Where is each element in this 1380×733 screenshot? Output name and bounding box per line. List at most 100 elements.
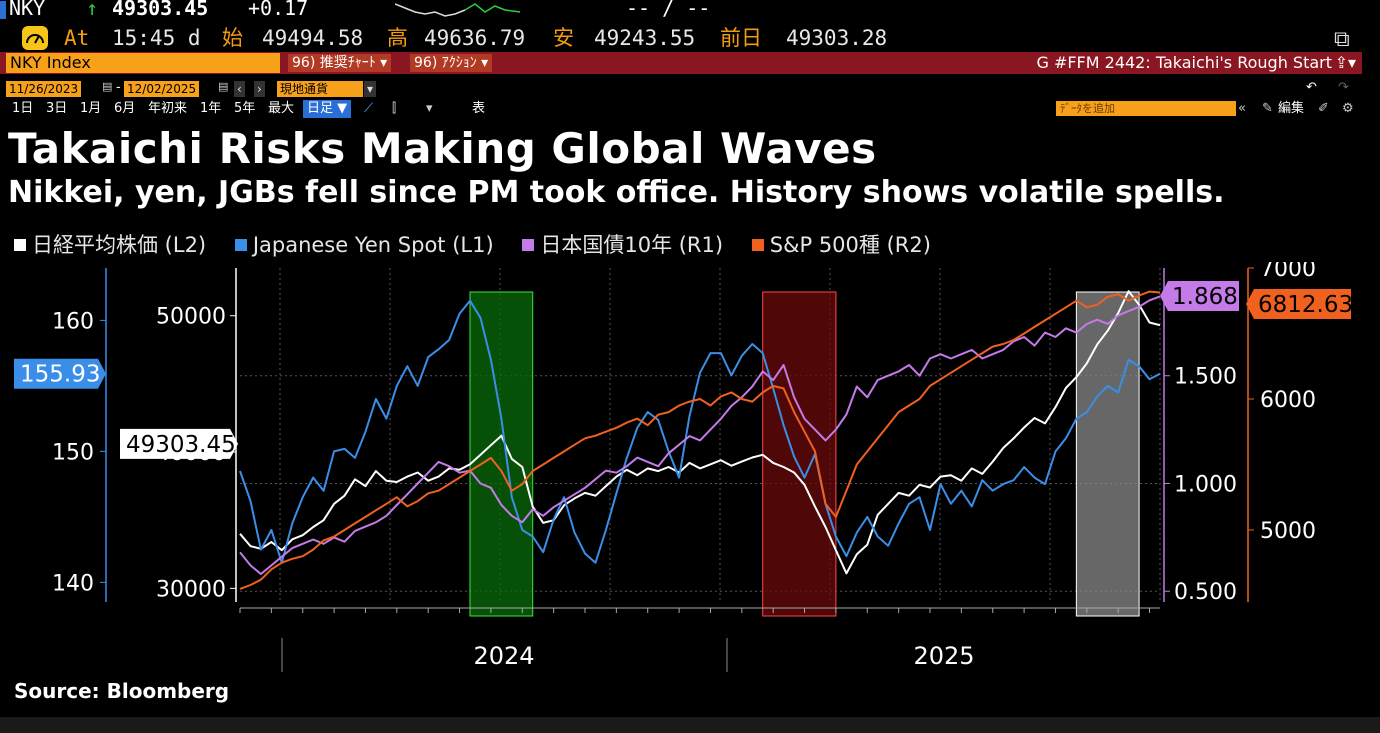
tick-label-L1: 140 (52, 571, 94, 596)
tick-label-R2: 6000 (1260, 388, 1316, 413)
high-label: 高 (387, 26, 408, 50)
last-value-flag-jgb-text: 1.868 (1172, 284, 1238, 310)
range-5y[interactable]: 5年 (234, 101, 256, 116)
at-label: At (64, 26, 90, 50)
last-value-flag-sp500-text: 6812.63 (1258, 292, 1353, 318)
undo-icon[interactable]: ↶ (1306, 80, 1317, 95)
legend: 日経平均株価 (L2) Japanese Yen Spot (L1) 日本国債1… (14, 231, 953, 259)
series-line-R2 (239, 290, 1161, 590)
highlight-box-green (469, 291, 534, 617)
edit-button[interactable]: 編集 (1278, 101, 1305, 116)
last-value-flag-yen-bg (14, 358, 106, 389)
series-line-R1 (239, 295, 1161, 575)
tick-label-R1: 1.500 (1174, 365, 1237, 390)
redo-icon[interactable]: ↷ (1338, 80, 1349, 95)
prev-period-button[interactable]: ‹ (234, 81, 245, 97)
chart-area[interactable]: 1401501603000040000500000.5001.0001.5005… (0, 262, 1380, 677)
legend-swatch (522, 239, 535, 251)
quote-time: 15:45 d (112, 26, 201, 50)
function-bar: NKY Index 96) 推奨ﾁｬｰﾄ ▾ 96) ｱｸｼｮﾝ ▾ G #FF… (0, 52, 1362, 74)
chart-type-dropdown-icon[interactable]: ▾ (426, 101, 433, 116)
start-date-field[interactable]: 11/26/2023 (6, 81, 82, 97)
last-value-flag-sp500: 6812.63 (1246, 289, 1353, 319)
last-value-flag-nikkei-text: 49303.45 (126, 432, 236, 458)
tick-label-R1: 0.500 (1174, 580, 1237, 605)
prev-value: 49303.28 (786, 26, 888, 50)
end-date-field[interactable]: 12/02/2025 (124, 81, 200, 97)
calendar-icon-2[interactable]: ▤ (218, 80, 229, 93)
tick-label-R2: 7000 (1260, 262, 1316, 282)
page-title: G #FFM 2442: Takaichi's Rough Start (1036, 53, 1332, 72)
ticker-change: +0.17 (248, 0, 309, 20)
legend-label: S&P 500種 (R2) (769, 233, 931, 257)
actions-menu[interactable]: 96) ｱｸｼｮﾝ ▾ (410, 54, 493, 72)
bar-type-icon[interactable]: ⫿ (392, 101, 397, 116)
period-select[interactable]: 日足 ▼ (303, 100, 352, 118)
chart-axes: 1401501603000040000500000.5001.0001.5005… (14, 262, 1353, 672)
source-note: Source: Bloomberg (14, 679, 230, 703)
table-button[interactable]: 表 (472, 101, 486, 116)
last-value-flag-nikkei: 49303.45 (120, 428, 238, 459)
range-bar: 1日 3日 1月 6月 年初来 1年 5年 最大 日足 ▼ ⟋ ⫿ ▾ 表 « … (0, 100, 1380, 118)
highlight-box-red (762, 291, 837, 617)
range-1m[interactable]: 1月 (80, 101, 102, 116)
tick-label-R2: 5000 (1260, 519, 1316, 544)
legend-item-nikkei[interactable]: 日経平均株価 (L2) (14, 233, 206, 257)
legend-item-jgb[interactable]: 日本国債10年 (R1) (522, 233, 723, 257)
next-period-button[interactable]: › (254, 81, 265, 97)
gear-icon[interactable]: ⚙ (1342, 101, 1354, 116)
sparkline-icon (395, 3, 521, 17)
bid-ask: -- / -- (626, 0, 711, 20)
open-label: 始 (222, 26, 243, 50)
subheadline: Nikkei, yen, JGBs fell since PM took off… (8, 175, 1225, 210)
last-value-flag-nikkei-bg (120, 428, 238, 459)
legend-label: 日経平均株価 (L2) (32, 233, 207, 257)
legend-label: Japanese Yen Spot (L1) (252, 233, 494, 257)
last-value-flag-jgb: 1.868 (1160, 281, 1239, 311)
collapse-icon[interactable]: « (1238, 101, 1246, 116)
speedometer-icon[interactable] (22, 26, 48, 50)
calendar-icon[interactable]: ▤ (102, 80, 113, 93)
date-range-bar: 11/26/2023 ▤ - 12/02/2025 ▤ ‹ › 現地通貨 ▾ ↶… (0, 80, 1380, 98)
screenshot-icon[interactable]: ⧉ (1334, 27, 1350, 52)
quote-line: At 15:45 d 始 49494.58 高 49636.79 安 49243… (0, 24, 1380, 52)
currency-select[interactable]: 現地通貨 (277, 81, 363, 97)
range-ytd[interactable]: 年初来 (148, 101, 188, 116)
last-value-flag-yen: 155.93 (14, 358, 106, 389)
range-max[interactable]: 最大 (268, 101, 295, 116)
recommended-chart-menu[interactable]: 96) 推奨ﾁｬｰﾄ ▾ (288, 54, 392, 72)
legend-item-yen[interactable]: Japanese Yen Spot (L1) (234, 233, 494, 257)
date-separator: - (116, 80, 121, 95)
series-line-L2 (239, 290, 1161, 575)
series-line-L1 (239, 299, 1161, 564)
prev-label: 前日 (720, 26, 762, 50)
legend-label: 日本国債10年 (R1) (540, 233, 724, 257)
ticker-symbol[interactable]: NKY (9, 0, 46, 20)
add-data-input[interactable]: ﾃﾞｰﾀを追加 (1056, 101, 1236, 116)
security-field[interactable]: NKY Index (6, 53, 280, 73)
open-value: 49494.58 (262, 26, 364, 50)
range-3d[interactable]: 3日 (46, 101, 68, 116)
line-chart-icon[interactable]: ⟋ (364, 101, 374, 116)
share-icon[interactable]: ⇪▾ (1334, 53, 1356, 72)
headline: Takaichi Risks Making Global Waves (8, 124, 877, 173)
tick-label-L1: 150 (52, 440, 94, 465)
tick-label-R1: 1.000 (1174, 472, 1237, 497)
high-value: 49636.79 (424, 26, 526, 50)
legend-swatch (751, 239, 764, 251)
legend-swatch (14, 239, 26, 251)
range-1d[interactable]: 1日 (12, 101, 34, 116)
chart-grid (240, 268, 1161, 602)
annotate-icon[interactable]: ✐ (1318, 101, 1329, 116)
tick-label-L1: 160 (52, 309, 94, 334)
x-label-year: 2024 (473, 642, 534, 670)
pencil-icon[interactable]: ✎ (1262, 101, 1273, 116)
last-value-flag-sp500-bg (1246, 289, 1351, 319)
range-6m[interactable]: 6月 (114, 101, 136, 116)
range-1y[interactable]: 1年 (200, 101, 222, 116)
up-arrow-icon: ↑ (86, 0, 99, 20)
tick-label-L2: 50000 (156, 305, 226, 330)
low-label: 安 (553, 26, 574, 50)
legend-item-sp500[interactable]: S&P 500種 (R2) (751, 233, 931, 257)
currency-dropdown-icon[interactable]: ▾ (364, 81, 377, 97)
